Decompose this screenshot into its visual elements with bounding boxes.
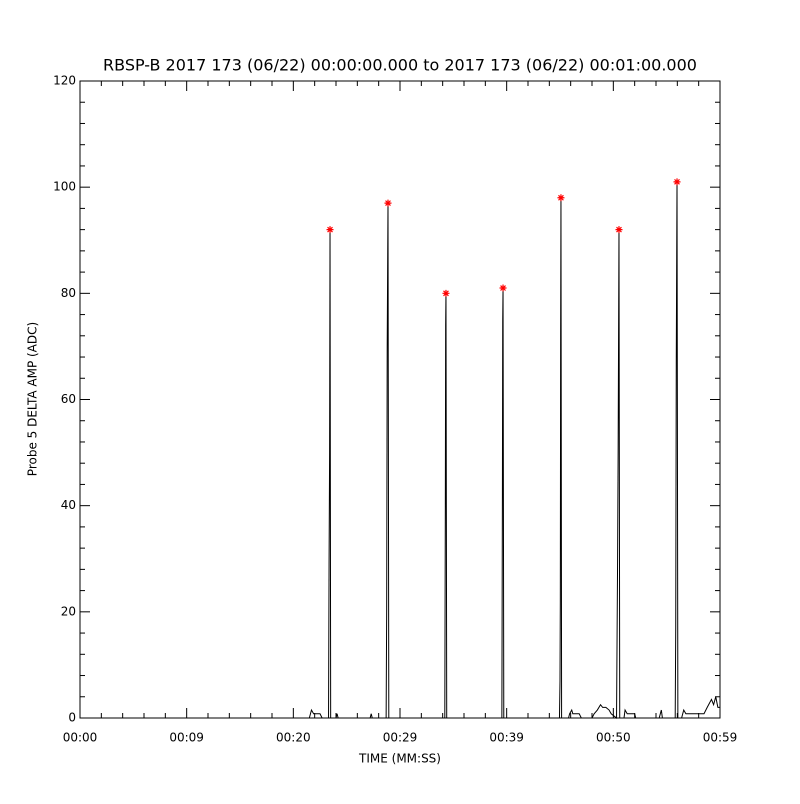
peak-marker	[499, 284, 507, 292]
y-tick-label: 40	[61, 498, 76, 512]
y-tick-label: 80	[61, 286, 76, 300]
x-tick-label: 00:20	[276, 731, 311, 745]
peak-marker	[615, 226, 623, 234]
x-tick-label: 00:00	[63, 731, 98, 745]
y-tick-label: 100	[53, 180, 76, 194]
x-tick-label: 00:59	[703, 731, 738, 745]
x-tick-label: 00:29	[383, 731, 418, 745]
x-tick-label: 00:50	[596, 731, 631, 745]
x-tick-label: 00:39	[489, 731, 524, 745]
peak-marker	[326, 226, 334, 234]
y-tick-label: 60	[61, 392, 76, 406]
peak-marker	[384, 199, 392, 207]
peak-marker	[673, 178, 681, 186]
peak-marker	[557, 194, 565, 202]
data-line	[80, 181, 720, 720]
y-axis-label: Probe 5 DELTA AMP (ADC)	[26, 322, 40, 476]
x-axis-label: TIME (MM:SS)	[358, 752, 441, 766]
y-tick-label: 20	[61, 604, 76, 618]
x-tick-label: 00:09	[169, 731, 204, 745]
peak-marker	[442, 289, 450, 297]
plot-frame	[79, 80, 721, 719]
y-tick-label: 120	[53, 74, 76, 88]
y-tick-label: 0	[68, 711, 76, 725]
chart-title: RBSP-B 2017 173 (06/22) 00:00:00.000 to …	[103, 56, 697, 75]
